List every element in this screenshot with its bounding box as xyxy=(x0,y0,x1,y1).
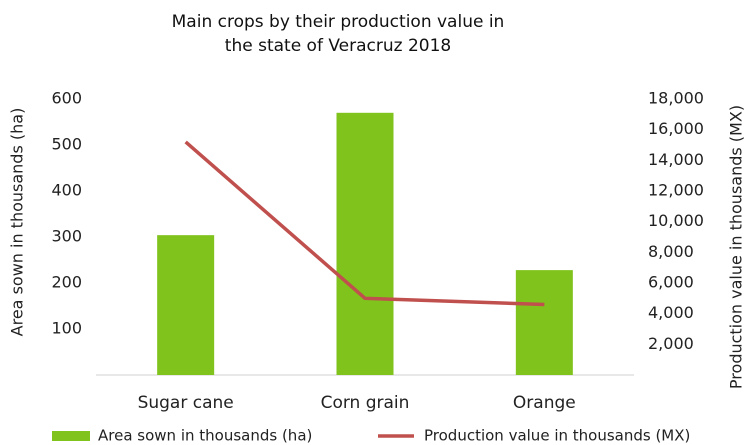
bar xyxy=(157,235,215,375)
y2-tick-label: 4,000 xyxy=(648,303,694,322)
legend-label: Area sown in thousands (ha) xyxy=(98,427,312,445)
y2-tick-label: 10,000 xyxy=(648,211,704,230)
y2-tick-label: 18,000 xyxy=(648,89,704,108)
y-axis-label: Area sown in thousands (ha) xyxy=(8,108,27,337)
legend-label: Production value in thousands (MX) xyxy=(424,427,690,445)
y-tick-label: 600 xyxy=(51,89,82,108)
chart-title: Main crops by their production value in … xyxy=(171,12,505,56)
y2-tick-label: 8,000 xyxy=(648,242,694,261)
x-tick-label: Corn grain xyxy=(321,393,410,413)
y2-tick-label: 6,000 xyxy=(648,273,694,292)
legend-swatch xyxy=(52,431,90,441)
y2-tick-label: 16,000 xyxy=(648,119,704,138)
y-tick-label: 500 xyxy=(51,135,82,154)
y2-tick-label: 12,000 xyxy=(648,181,704,200)
y-tick-label: 200 xyxy=(51,273,82,292)
y2-tick-label: 14,000 xyxy=(648,150,704,169)
bar xyxy=(515,270,573,375)
y-tick-label: 400 xyxy=(51,181,82,200)
y2-tick-label: 2,000 xyxy=(648,334,694,353)
x-tick-label: Orange xyxy=(513,393,576,413)
x-tick-label: Sugar cane xyxy=(138,393,234,413)
y-tick-label: 300 xyxy=(51,227,82,246)
y2-axis-label: Production value in thousands (MX) xyxy=(727,105,746,389)
y-tick-label: 100 xyxy=(51,319,82,338)
bar xyxy=(336,112,394,376)
line xyxy=(184,140,545,307)
